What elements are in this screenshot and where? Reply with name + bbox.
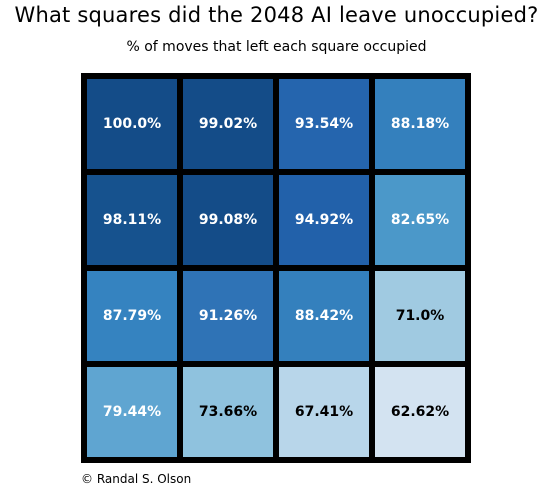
heatmap-cell-r3-c4 (375, 271, 465, 361)
heatmap-cell-r1-c4 (375, 79, 465, 169)
heatmap-cell-r3-c1 (87, 271, 177, 361)
chart-title: What squares did the 2048 AI leave unocc… (14, 3, 539, 27)
heatmap-cell-r2-c2 (183, 175, 273, 265)
heatmap-cell-label-r2-c3: 94.92% (295, 212, 353, 228)
credit-text: © Randal S. Olson (81, 472, 192, 486)
heatmap-cell-label-r2-c2: 99.08% (199, 212, 257, 228)
heatmap-grid: 100.0% 99.02% 93.54% 88.18% 98.11% 99.08% 94.9… (81, 73, 471, 463)
heatmap-cell-r2-c1 (87, 175, 177, 265)
heatmap-cell-r1-c3 (279, 79, 369, 169)
heatmap-cell-label-r3-c2: 91.26% (199, 308, 257, 324)
heatmap-svg: 100.0% 99.02% 93.54% 88.18% 98.11% 99.08% 94.9… (87, 79, 465, 457)
heatmap-cell-label-r1-c1: 100.0% (103, 116, 161, 132)
heatmap-cell-label-r2-c1: 98.11% (103, 212, 161, 228)
heatmap-cell-r1-c2 (183, 79, 273, 169)
heatmap-cell-label-r4-c3: 67.41% (295, 404, 353, 420)
heatmap-cell-label-r1-c4: 88.18% (391, 116, 449, 132)
heatmap-cell-label-r3-c1: 87.79% (103, 308, 161, 324)
heatmap-cell-label-r2-c4: 82.65% (391, 212, 449, 228)
heatmap-cell-label-r1-c3: 93.54% (295, 116, 353, 132)
heatmap-cell-r4-c4 (375, 367, 465, 457)
chart-subtitle: % of moves that left each square occupie… (126, 39, 427, 55)
heatmap-cell-r4-c1 (87, 367, 177, 457)
heatmap-cell-r3-c3 (279, 271, 369, 361)
heatmap-cell-r2-c4 (375, 175, 465, 265)
heatmap-cell-label-r4-c1: 79.44% (103, 404, 161, 420)
heatmap-cell-label-r3-c3: 88.42% (295, 308, 353, 324)
heatmap-cell-r4-c3 (279, 367, 369, 457)
heatmap-cell-label-r1-c2: 99.02% (199, 116, 257, 132)
heatmap-cell-label-r3-c4: 71.0% (396, 308, 445, 324)
heatmap-cell-r4-c2 (183, 367, 273, 457)
heatmap-cell-r1-c1 (87, 79, 177, 169)
heatmap-cell-label-r4-c4: 62.62% (391, 404, 449, 420)
heatmap-cell-r2-c3 (279, 175, 369, 265)
heatmap-cell-label-r4-c2: 73.66% (199, 404, 257, 420)
heatmap-cell-r3-c2 (183, 271, 273, 361)
